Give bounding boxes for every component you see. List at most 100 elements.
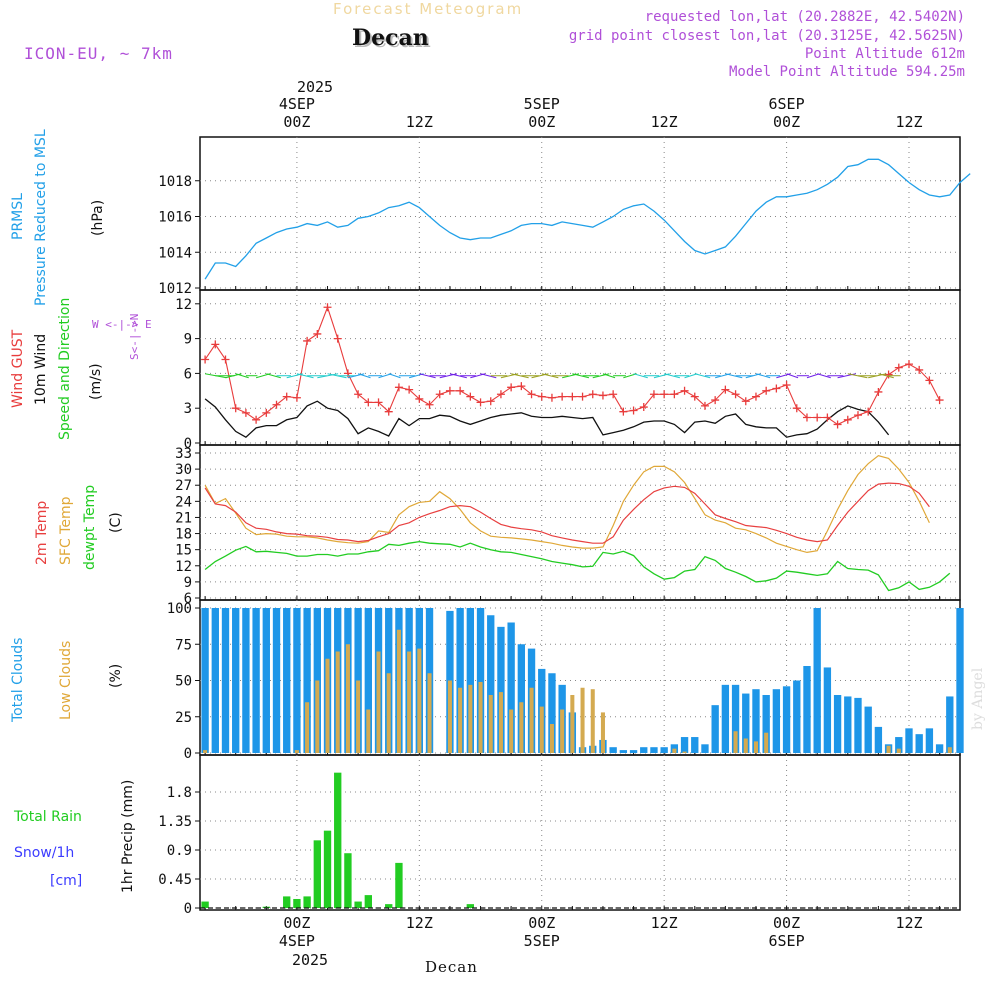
wind-direction-arrow — [878, 373, 894, 379]
ytick-label: 0 — [184, 436, 192, 452]
wind-direction-arrow — [266, 373, 281, 379]
total-cloud-bar — [272, 608, 281, 753]
wind-direction-arrow — [317, 373, 339, 379]
panel-frame-2 — [199, 444, 961, 601]
total-cloud-bar — [283, 608, 291, 753]
total-cloud-bar — [813, 608, 821, 753]
gust-marker — [823, 413, 832, 422]
rain-bar — [293, 898, 301, 908]
date-label: 4SEP — [278, 95, 315, 113]
hour-label: 12Z — [650, 914, 678, 932]
time-axis-label: 00Z 5SEP — [502, 914, 582, 950]
dewpt-line — [204, 540, 951, 592]
time-axis-label: 12Z — [869, 95, 949, 131]
ytick-label: 6 — [184, 366, 192, 382]
ytick-label: 27 — [175, 478, 192, 494]
date-label — [379, 932, 459, 950]
gust-marker — [619, 407, 628, 416]
gust-marker — [517, 382, 526, 391]
panel-frame-1 — [199, 289, 961, 446]
wind-direction-arrow — [592, 373, 610, 379]
low-cloud-bar — [570, 695, 575, 753]
low-cloud-bar — [947, 747, 952, 753]
ytick-label: 1018 — [158, 174, 192, 190]
gust-marker — [751, 392, 760, 401]
gust-line — [204, 305, 941, 426]
low-cloud-bar — [203, 750, 208, 753]
gust-marker — [333, 334, 342, 343]
gust-marker — [629, 406, 638, 415]
gust-marker — [782, 381, 791, 389]
total-cloud-bar — [895, 737, 903, 753]
ytick-label: 0 — [184, 901, 192, 917]
total-cloud-bar — [548, 673, 556, 753]
low-cloud-bar — [356, 680, 361, 753]
rain-bar — [283, 896, 291, 908]
gust-marker — [721, 385, 730, 394]
gust-marker — [354, 390, 363, 399]
total-cloud-bar — [456, 608, 464, 753]
total-cloud-bar — [844, 696, 852, 753]
gust-marker — [802, 413, 811, 422]
gust-marker — [537, 392, 546, 401]
total-cloud-bar — [752, 689, 760, 753]
snow-label: Snow/1h — [14, 845, 75, 861]
total-cloud-bar — [691, 737, 699, 753]
gust-marker — [833, 420, 842, 429]
gust-marker — [874, 387, 883, 396]
ytick-label: 1016 — [158, 210, 192, 226]
gust-marker — [609, 390, 618, 399]
low-cloud-bar — [580, 687, 585, 753]
total-cloud-bar — [476, 608, 485, 753]
total-cloud-bar — [823, 667, 832, 753]
low-cloud-bar — [396, 629, 401, 753]
ytick-label: 75 — [175, 637, 192, 653]
gust-marker — [507, 383, 516, 392]
gust-marker — [231, 404, 240, 413]
wind-direction-arrow — [235, 373, 249, 379]
time-axis-label: 5SEP 00Z — [502, 95, 582, 131]
hour-label: 00Z — [283, 113, 311, 131]
gust-marker — [884, 370, 893, 379]
total-cloud-bar — [762, 695, 770, 753]
gust-marker — [568, 392, 577, 401]
total-cloud-bar — [211, 608, 219, 753]
gust-marker — [578, 392, 587, 401]
low-cloud-bar — [886, 745, 891, 753]
total-cloud-bar — [833, 695, 842, 753]
time-axis-label: 00Z 4SEP — [257, 914, 337, 950]
date-label: 4SEP — [278, 932, 315, 950]
total-cloud-bar — [701, 744, 709, 753]
low-cloud-bar — [458, 687, 463, 753]
low-cloud-bar — [600, 712, 605, 753]
date-label: 6SEP — [768, 932, 805, 950]
total-cloud-bar — [619, 750, 628, 753]
t2m-line — [204, 482, 930, 544]
total-cloud-bar — [364, 608, 372, 753]
prmsl-line — [204, 158, 971, 280]
gust-marker — [639, 403, 648, 412]
sfc-temp-line — [204, 455, 930, 554]
total-cloud-bar — [711, 705, 719, 753]
panel-frame-4 — [199, 754, 961, 911]
low-cloud-bar — [305, 702, 310, 753]
wind-direction-arrow — [694, 373, 711, 379]
gust-marker — [272, 400, 281, 409]
low-cloud-bar — [560, 709, 565, 753]
low-cloud-bar — [509, 709, 514, 753]
point-altitude: Point Altitude 612m — [804, 46, 965, 62]
total-cloud-bar — [935, 744, 944, 753]
total-cloud-bar — [864, 706, 872, 753]
hour-label: 12Z — [405, 113, 433, 131]
gust-marker — [762, 386, 771, 395]
low-cloud-bar — [498, 692, 503, 753]
gust-marker — [303, 336, 312, 345]
gust-marker — [374, 398, 383, 407]
gust-marker — [262, 408, 271, 417]
hour-label: 00Z — [528, 113, 556, 131]
total-cloud-bar — [201, 608, 209, 753]
gust-marker — [711, 396, 720, 405]
gust-marker — [252, 415, 261, 424]
total-cloud-bar — [629, 750, 638, 753]
